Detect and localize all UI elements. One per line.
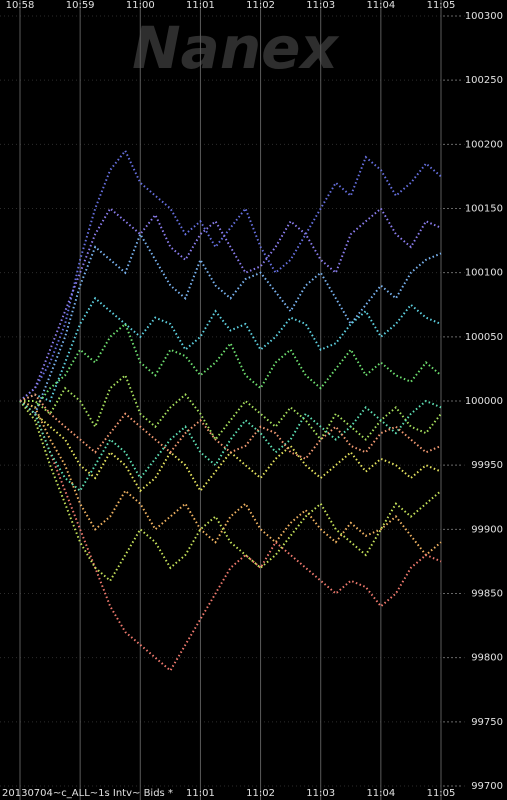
y-tick-label: 99950 — [471, 460, 503, 471]
x-tick-label: 11:02 — [246, 0, 275, 11]
x-tick-label: 10:59 — [66, 0, 95, 11]
series-dots — [19, 231, 442, 416]
x-tick-label: 11:04 — [366, 788, 395, 799]
x-tick-label: 11:05 — [427, 788, 456, 799]
series-dots — [19, 148, 442, 402]
footer: 20130704~c_ALL~1s Intv~ Bids * — [2, 788, 173, 799]
x-tick-label: 11:01 — [186, 788, 215, 799]
y-tick-label: 99850 — [471, 589, 503, 600]
y-tick-label: 100250 — [465, 75, 503, 86]
y-tick-label: 100300 — [465, 11, 503, 22]
x-tick-label: 11:04 — [366, 0, 395, 11]
x-tick-label: 11:00 — [126, 0, 155, 11]
y-tick-label: 100100 — [465, 268, 503, 279]
series-dots — [20, 373, 442, 442]
series-dots — [19, 296, 442, 403]
y-tick-label: 100000 — [465, 396, 503, 407]
series-dots — [19, 393, 442, 461]
x-tick-label: 11:01 — [186, 0, 215, 11]
y-tick-label: 99800 — [471, 653, 503, 664]
series-dots — [19, 400, 442, 583]
x-tick-label: 11:03 — [306, 788, 335, 799]
x-tick-label: 11:05 — [427, 0, 456, 11]
y-tick-label: 100050 — [465, 332, 503, 343]
y-tick-label: 99700 — [471, 781, 503, 792]
y-tick-label: 100200 — [465, 139, 503, 150]
y-tick-label: 99750 — [471, 717, 503, 728]
y-tick-label: 99900 — [471, 524, 503, 535]
y-tick-label: 100150 — [465, 204, 503, 215]
x-tick-label: 11:03 — [306, 0, 335, 11]
x-tick-label: 10:58 — [6, 0, 35, 11]
x-tick-label: 11:02 — [246, 788, 275, 799]
series-dots — [19, 206, 442, 402]
watermark: Nanex — [132, 14, 339, 82]
